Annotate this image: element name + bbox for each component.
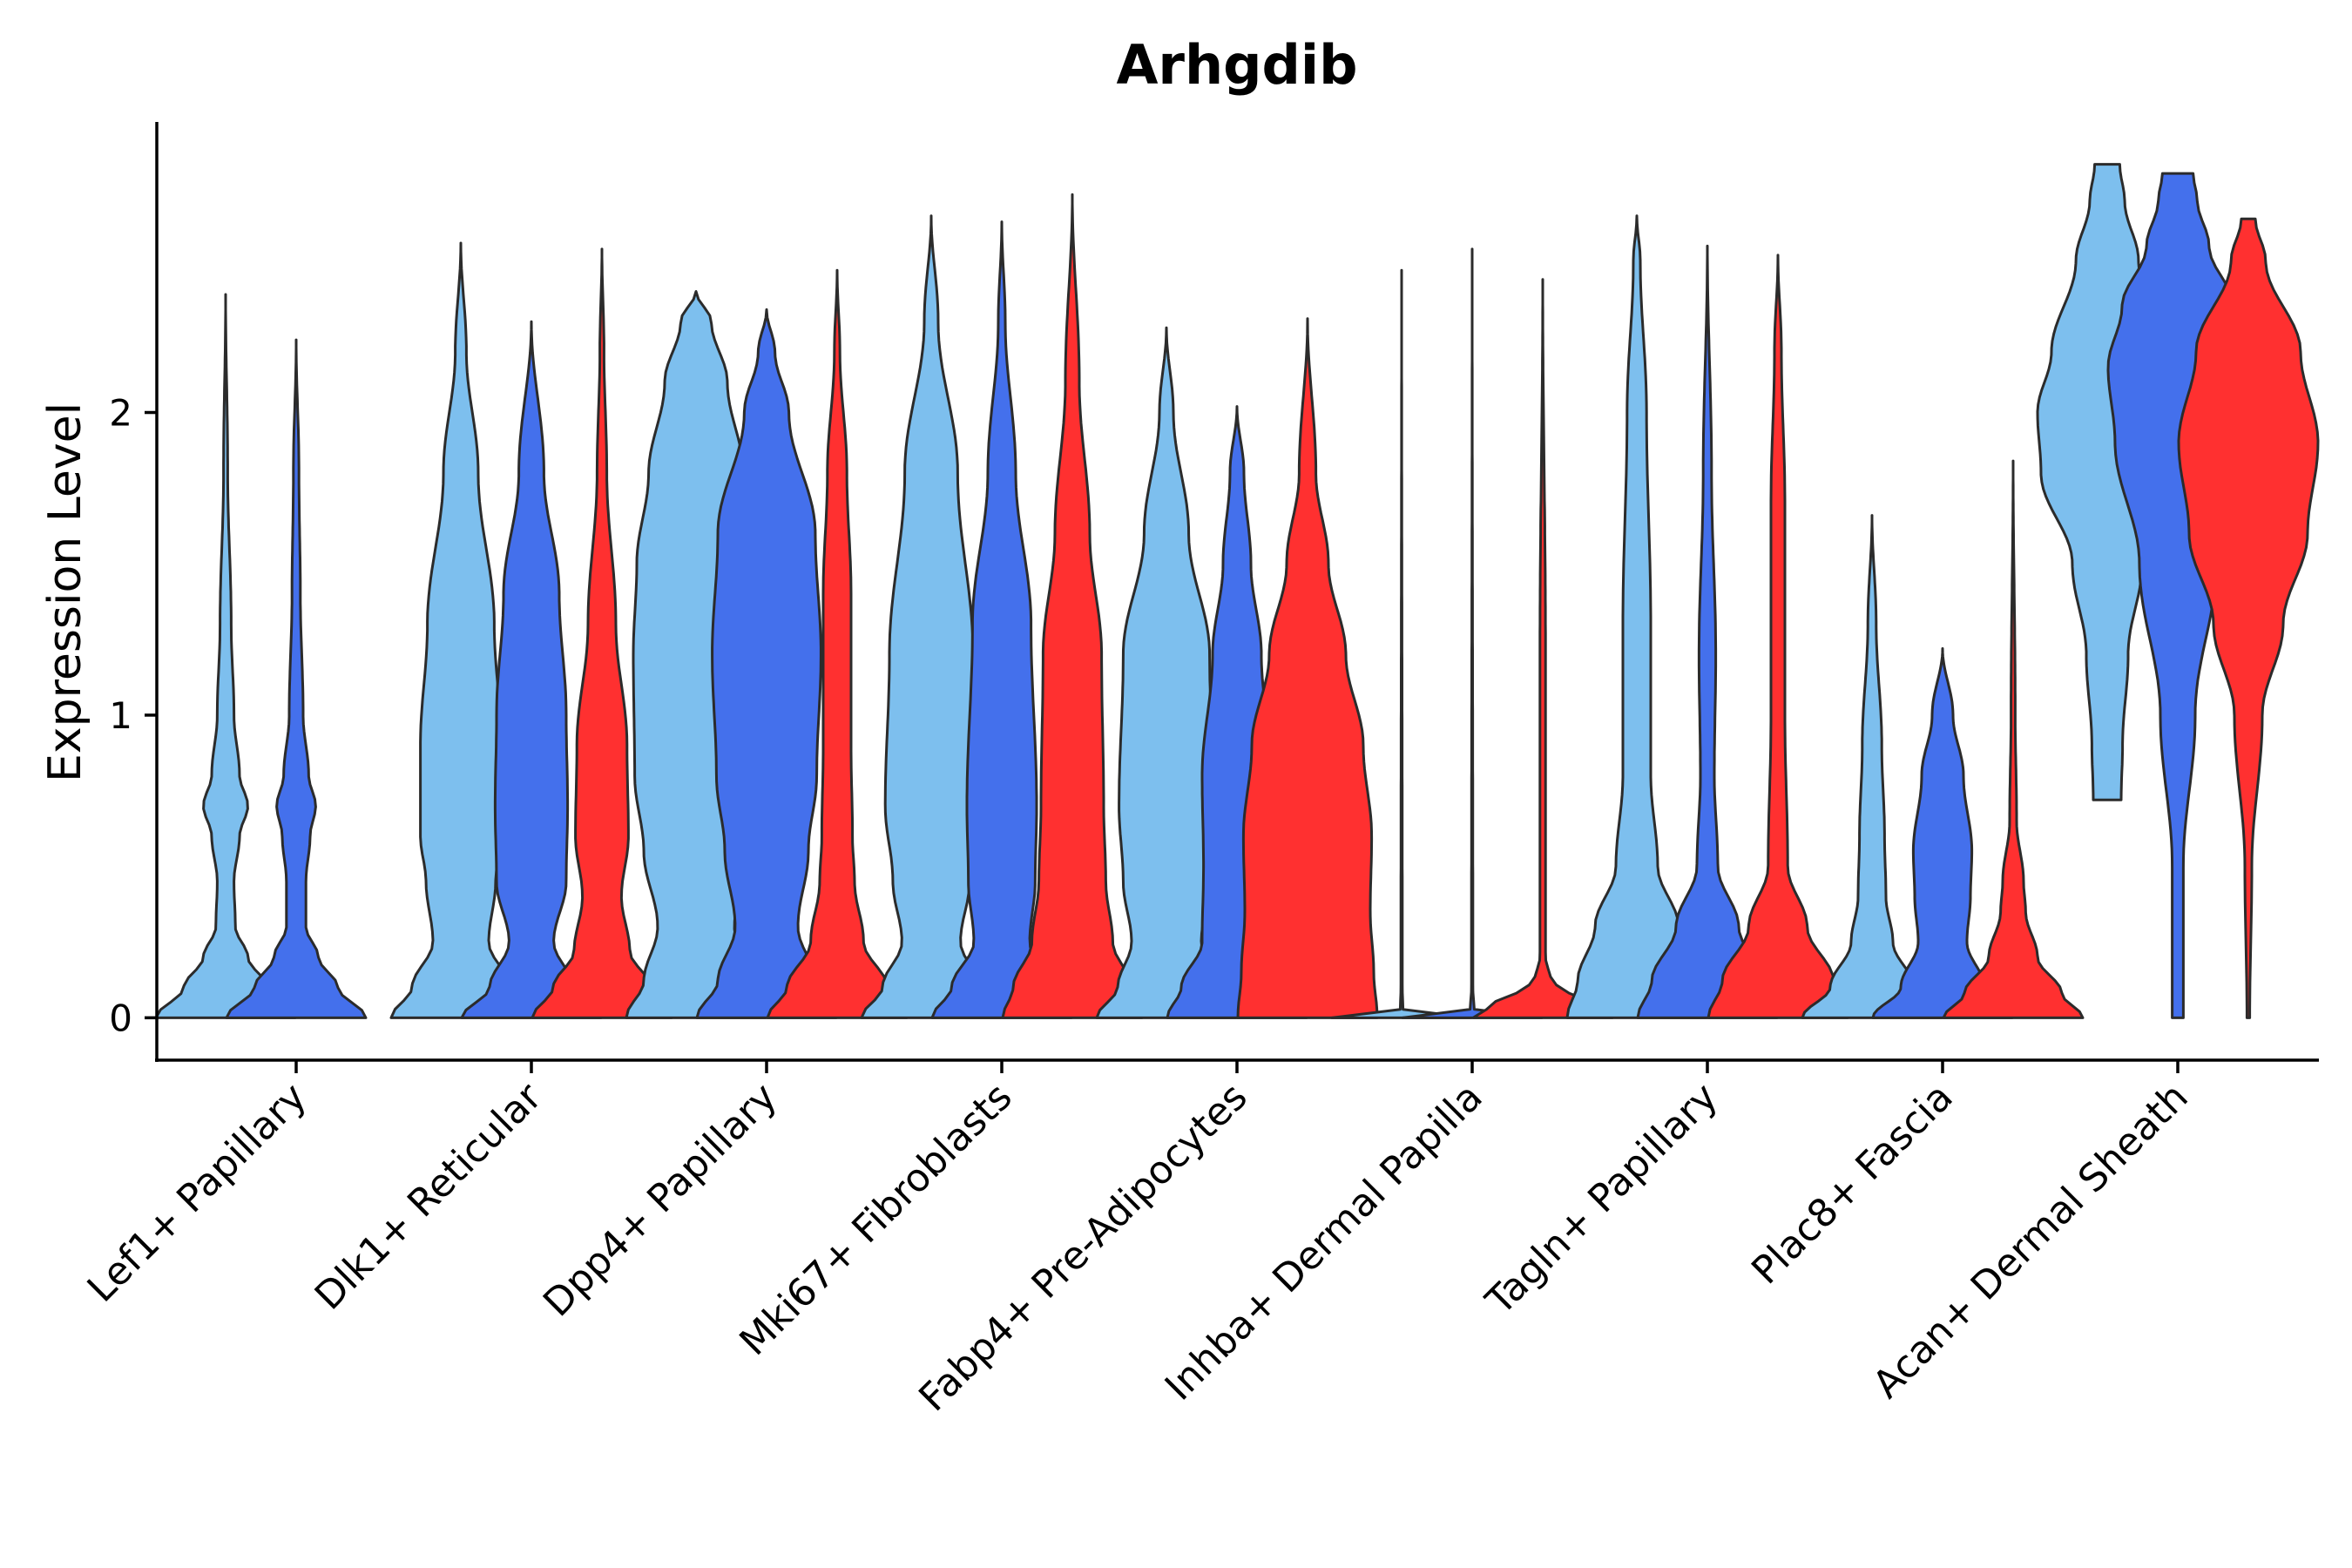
x-tick-label-plac8-fascia: Plac8+ Fascia — [1743, 1075, 1962, 1294]
y-tick-label-2: 2 — [109, 392, 132, 435]
violin-plac8-fascia-group-1 — [1801, 514, 1943, 1019]
violin-tagln-papillary-group-1 — [1565, 214, 1708, 1019]
x-tick-label-lef1-papillary: Lef1+ Papillary — [79, 1075, 315, 1311]
violin-dlk1-reticular-group-3 — [531, 247, 673, 1019]
x-tick-label-dpp4-papillary: Dpp4+ Papillary — [535, 1075, 786, 1326]
violin-tagln-papillary-group-2 — [1636, 244, 1779, 1019]
violin-plac8-fascia-group-3 — [1942, 459, 2085, 1019]
y-tick-label-0: 0 — [109, 997, 132, 1039]
violin-inhba-dermal-papilla-group-3 — [1471, 278, 1614, 1019]
violin-mki67-fibroblasts-group-2 — [930, 220, 1073, 1019]
x-tick-label-tagln-papillary: Tagln+ Papillary — [1477, 1075, 1727, 1324]
violin-dlk1-reticular-group-2 — [460, 320, 603, 1019]
violin-lef1-papillary-group-2 — [225, 338, 368, 1019]
chart-title: Arhgdib — [1116, 33, 1357, 97]
violin-inhba-dermal-papilla-group-1 — [1330, 268, 1473, 1019]
y-tick-label-1: 1 — [109, 694, 132, 737]
violin-dpp4-papillary-group-2 — [695, 308, 838, 1019]
violin-fabp4-pre-adipocytes-group-3 — [1236, 317, 1379, 1019]
violin-lef1-papillary-group-1 — [154, 293, 297, 1019]
violin-dpp4-papillary-group-3 — [766, 268, 909, 1019]
violins-layer — [154, 163, 2320, 1019]
y-axis-label: Expression Level — [39, 402, 91, 782]
violin-inhba-dermal-papilla-group-2 — [1401, 247, 1544, 1019]
x-tick-label-dlk1-reticular: Dlk1+ Reticular — [307, 1074, 551, 1319]
violin-tagln-papillary-group-3 — [1707, 253, 1849, 1019]
violin-plac8-fascia-group-2 — [1871, 647, 2014, 1019]
violin-acan-dermal-sheath-group-3 — [2177, 217, 2320, 1019]
y-ticks-layer: 0 1 2 — [109, 392, 157, 1039]
violin-mki67-fibroblasts-group-3 — [1001, 193, 1144, 1019]
